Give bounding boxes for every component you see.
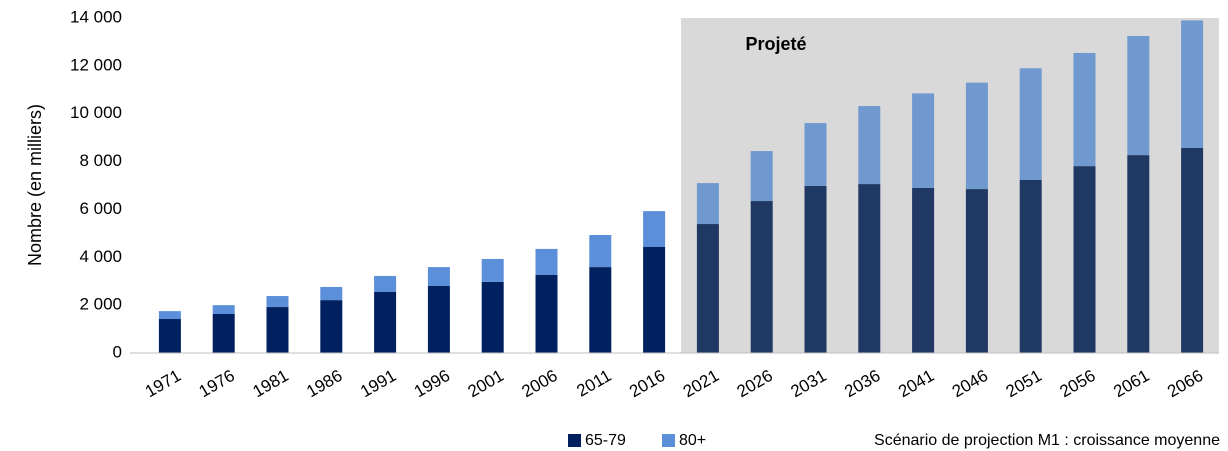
bar-segment [1073,52,1096,167]
bar-segment [804,185,827,353]
bar-segment [320,300,343,353]
bar-segment [1127,35,1150,156]
bar-segment [965,189,988,353]
x-tick-label: 1971 [142,366,184,401]
legend-label: 80+ [679,432,706,449]
y-tick-label: 10 000 [70,103,122,122]
x-tick-label: 2036 [841,366,883,401]
x-tick-label: 2046 [949,366,991,401]
legend-swatch [568,434,581,447]
x-tick-label: 1996 [411,366,453,401]
x-tick-label: 2061 [1110,366,1152,401]
x-tick-label: 2051 [1003,366,1045,401]
x-tick-label: 2021 [680,366,722,401]
bar-segment [1181,147,1204,353]
bar-segment [374,291,397,353]
bar-segment [643,246,666,353]
x-tick-label: 2056 [1056,366,1098,401]
bar-segment [320,286,343,301]
y-tick-label: 2 000 [79,295,122,314]
bar-segment [212,313,235,353]
bar-segment [1073,166,1096,353]
x-tick-label: 2011 [573,366,614,401]
bar-segment [1181,20,1204,148]
bar-segment [589,267,612,353]
y-tick-label: 8 000 [79,151,122,170]
bar-segment [158,311,181,320]
bar-segment [374,275,397,292]
legend-swatch [662,434,675,447]
bar-segment [1127,155,1150,353]
bar-segment [696,224,719,353]
bar-segment [481,258,504,282]
bar-segment [481,281,504,353]
y-tick-label: 0 [113,342,122,361]
bar-segment [750,201,773,353]
bar-segment [266,307,289,353]
x-tick-label: 1976 [196,366,238,401]
x-tick-label: 2041 [895,366,937,401]
bar-segment [912,187,935,353]
bar-segment [858,184,881,353]
y-tick-label: 14 000 [70,7,122,26]
bar-segment [589,235,612,268]
y-axis-title: Nombre (en milliers) [25,104,45,266]
bar-segment [858,106,881,185]
y-tick-label: 4 000 [79,247,122,266]
x-tick-label: 2006 [518,366,560,401]
x-tick-label: 2066 [1164,366,1206,401]
x-tick-label: 2031 [787,366,829,401]
annotation: Scénario de projection M1 : croissance m… [874,432,1220,449]
x-tick-label: 1981 [249,366,291,401]
x-tick-label: 1991 [357,366,399,401]
x-tick-label: 2016 [626,366,668,401]
bar-segment [535,274,558,353]
bar-segment [212,305,235,314]
projection-label: Projeté [745,34,806,54]
y-tick-label: 12 000 [70,55,122,74]
bar-segment [643,211,666,247]
y-tick-label: 6 000 [79,199,122,218]
bar-segment [535,248,558,275]
bar-segment [750,151,773,202]
bar-segment [427,286,450,353]
bar-segment [266,296,289,308]
x-tick-label: 2026 [734,366,776,401]
bar-segment [427,267,450,286]
x-tick-label: 2001 [465,366,507,401]
x-tick-label: 1986 [303,366,345,401]
bar-segment [965,82,988,190]
legend-label: 65-79 [585,432,626,449]
bar-segment [696,183,719,225]
bar-segment [158,319,181,353]
bar-segment [1019,68,1042,180]
bar-segment [1019,179,1042,353]
bar-segment [912,93,935,188]
bar-segment [804,123,827,186]
